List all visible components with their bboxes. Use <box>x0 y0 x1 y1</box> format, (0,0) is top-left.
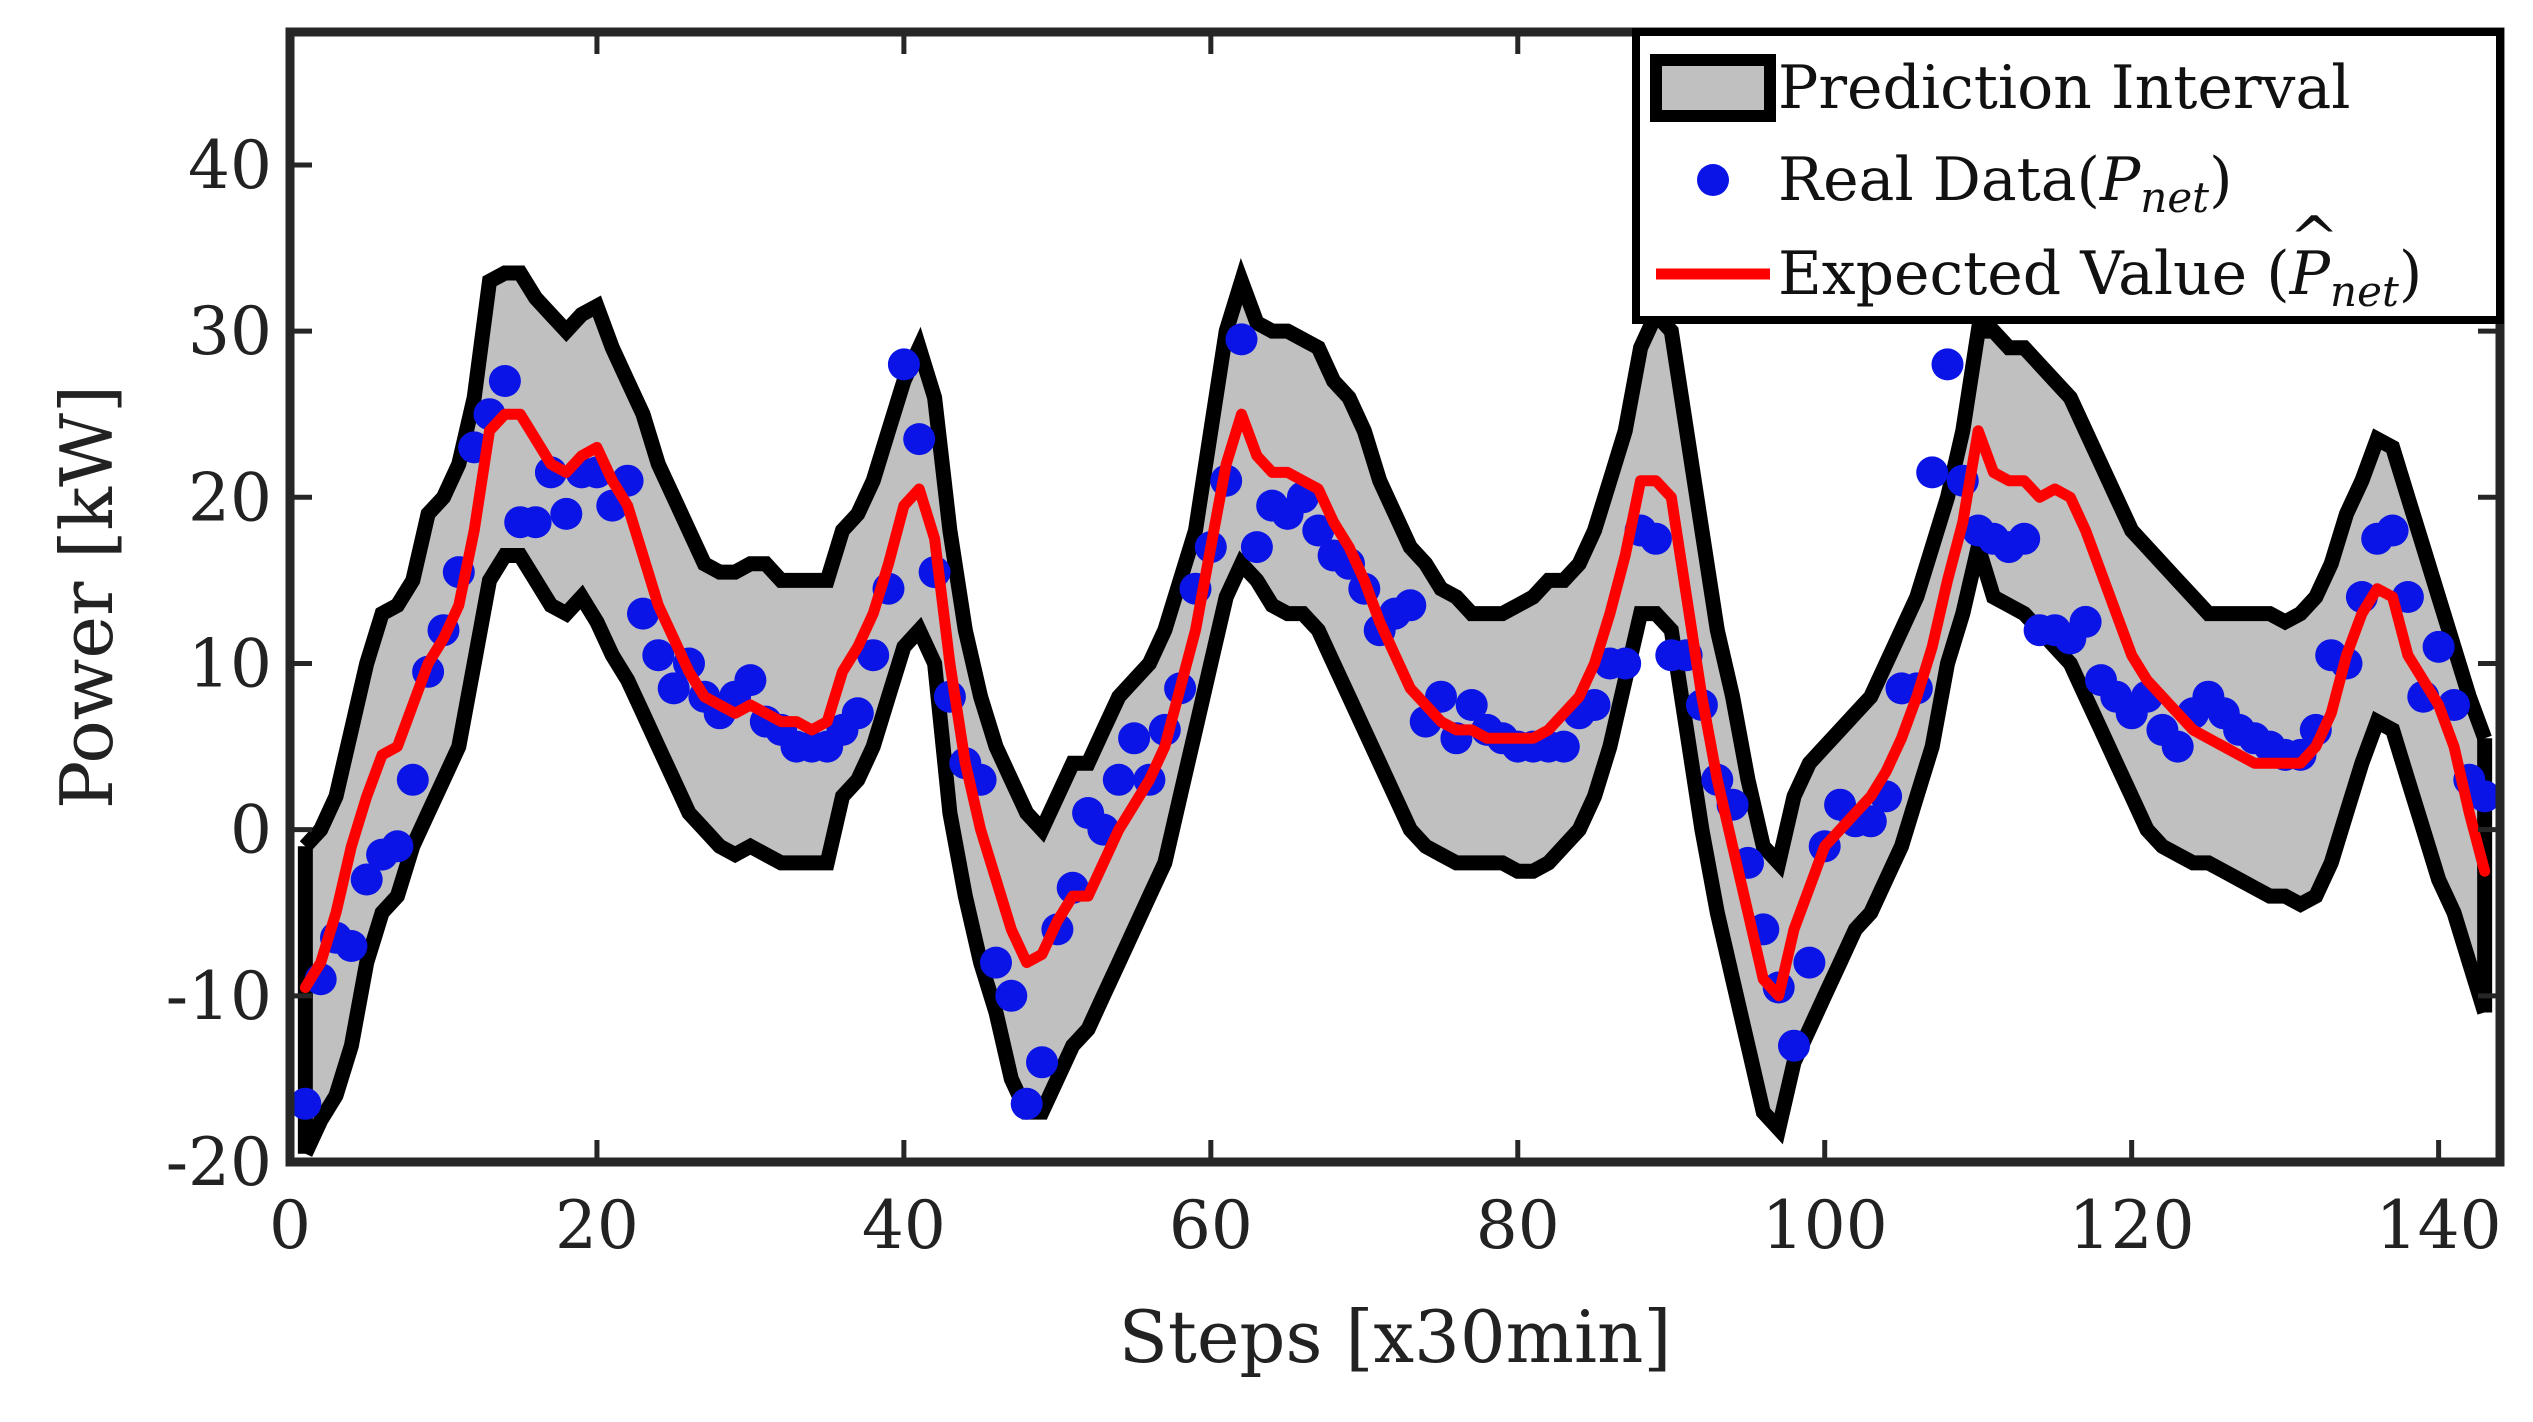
real-data-point-106 <box>1916 456 1949 489</box>
real-data-point-53 <box>1102 763 1135 796</box>
real-data-point-3 <box>335 930 368 962</box>
real-data-point-13 <box>488 365 521 397</box>
legend-expected-suffix: ) <box>2399 239 2422 309</box>
axes-box <box>285 27 2505 1167</box>
real-data-point-107 <box>1931 348 1964 381</box>
real-data-point-46 <box>995 979 1028 1012</box>
legend-expected-prefix: Expected Value ( <box>1778 239 2290 309</box>
legend-real-subscript: net <box>2140 173 2209 222</box>
x-tick-label-1: 20 <box>555 1187 639 1264</box>
real-data-point-74 <box>1425 680 1457 713</box>
real-data-point-139 <box>2422 630 2455 663</box>
real-data-point-22 <box>627 597 659 630</box>
x-tick-label-3: 60 <box>1169 1187 1253 1264</box>
legend-label-interval: Prediction Interval <box>1778 53 2350 123</box>
y-tick-label-3: 10 <box>188 625 272 702</box>
y-tick-label-5: 30 <box>188 293 272 370</box>
y-tick-label-4: 20 <box>188 459 272 536</box>
real-data-point-76 <box>1455 689 1488 721</box>
x-tick-label-5: 100 <box>1762 1187 1888 1264</box>
real-data-point-54 <box>1118 722 1151 755</box>
real-data-point-122 <box>2161 730 2194 763</box>
real-data-point-6 <box>381 830 414 863</box>
legend-expected-hat: ^ <box>2289 204 2339 274</box>
real-data-point-112 <box>2008 522 2041 555</box>
real-data-point-17 <box>550 497 583 530</box>
real-data-point-29 <box>734 664 767 697</box>
real-data-point-82 <box>1547 730 1580 763</box>
real-data-point-47 <box>1010 1087 1043 1120</box>
real-data-point-142 <box>2468 780 2500 813</box>
legend-swatch-interval <box>1650 54 1776 122</box>
expected-value-line <box>299 408 2491 1002</box>
real-data-point-48 <box>1026 1046 1058 1079</box>
y-tick-label-2: 0 <box>230 792 272 869</box>
legend-real-symbol: P <box>2099 145 2142 215</box>
legend-expected-subscript: net <box>2330 267 2399 316</box>
real-data-point-62 <box>1240 531 1273 564</box>
real-data-point-15 <box>519 506 552 539</box>
legend-marker-real <box>1697 164 1729 196</box>
real-data-point-84 <box>1578 689 1611 721</box>
real-data-point-136 <box>2376 514 2409 547</box>
legend-real-prefix: Real Data( <box>1778 145 2100 215</box>
real-data-point-72 <box>1394 589 1427 622</box>
real-data-point-39 <box>887 348 920 381</box>
real-data-point-86 <box>1609 647 1642 680</box>
x-axis-title: Steps [x30min] <box>1119 1295 1672 1379</box>
prediction-interval-lower-edge <box>298 518 2492 1157</box>
y-tick-label-6: 40 <box>188 127 272 204</box>
x-tick-label-2: 40 <box>862 1187 946 1264</box>
x-tick-label-7: 140 <box>2376 1187 2502 1264</box>
legend-label-expected: Expected Value (Pnet) <box>1778 239 2422 316</box>
real-data-point-45 <box>980 946 1012 979</box>
plot-clipped-group <box>290 257 2500 1157</box>
prediction-interval-band <box>305 273 2485 1154</box>
y-tick-label-1: -10 <box>166 958 272 1035</box>
x-tick-label-4: 80 <box>1476 1187 1560 1264</box>
real-data-point-0 <box>290 1087 322 1120</box>
y-tick-label-0: -20 <box>166 1124 272 1201</box>
real-data-point-36 <box>841 697 874 730</box>
legend-box <box>1632 28 2504 324</box>
y-axis-title: Power [kW] <box>45 385 129 809</box>
legend-expected-symbol: P <box>2289 239 2332 309</box>
real-data-point-97 <box>1778 1029 1810 1062</box>
real-data-point-23 <box>642 639 675 672</box>
x-tick-label-6: 120 <box>2069 1187 2195 1264</box>
real-data-point-88 <box>1639 522 1672 555</box>
real-data-point-4 <box>350 863 383 896</box>
real-data-point-66 <box>1302 514 1335 547</box>
real-data-point-7 <box>396 763 429 796</box>
real-data-point-24 <box>657 672 690 705</box>
real-data-point-102 <box>1854 805 1887 838</box>
legend-label-real: Real Data(Pnet) <box>1778 145 2232 222</box>
plot-area <box>290 257 2500 1157</box>
real-data-point-40 <box>903 423 936 456</box>
prediction-interval-upper-edge <box>299 257 2492 879</box>
real-data-point-116 <box>2069 605 2102 638</box>
legend-real-suffix: ) <box>2209 145 2232 215</box>
real-data-point-61 <box>1225 323 1258 356</box>
x-tick-label-0: 0 <box>269 1187 311 1264</box>
real-data-point-98 <box>1793 946 1826 979</box>
real-data-point-37 <box>857 639 890 672</box>
